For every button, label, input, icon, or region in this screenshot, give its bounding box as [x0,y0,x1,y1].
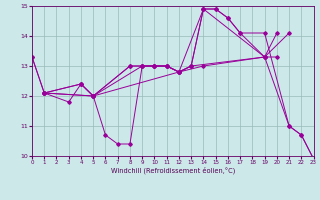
X-axis label: Windchill (Refroidissement éolien,°C): Windchill (Refroidissement éolien,°C) [111,167,235,174]
